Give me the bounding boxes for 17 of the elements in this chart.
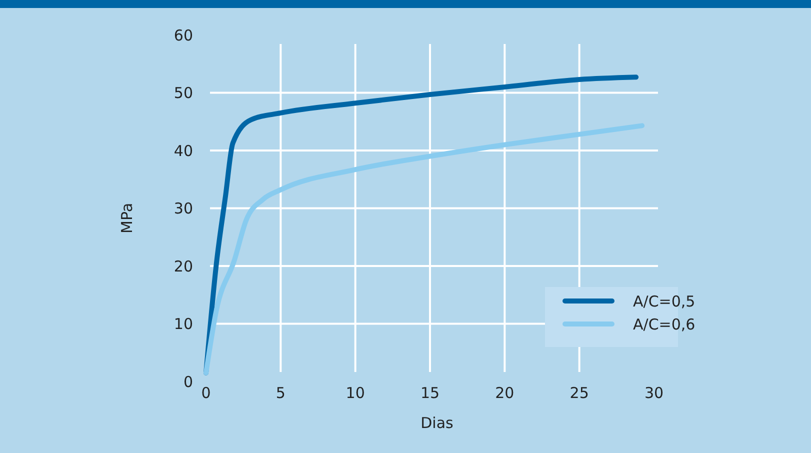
- y-axis-title: MPa: [118, 202, 136, 234]
- y-tick-label: 50: [174, 84, 193, 102]
- y-tick-label: 60: [174, 26, 193, 44]
- x-tick-label: 10: [346, 384, 365, 402]
- x-tick-label: 5: [276, 384, 286, 402]
- x-tick-label: 15: [420, 384, 440, 402]
- y-tick-label: 10: [174, 315, 193, 333]
- x-tick-label: 30: [644, 384, 664, 402]
- x-tick-label: 0: [201, 384, 211, 402]
- legend-label: A/C=0,6: [633, 315, 696, 334]
- x-tick-label: 25: [570, 384, 589, 402]
- x-axis-title: Dias: [420, 414, 454, 432]
- y-tick-label: 30: [174, 200, 193, 218]
- legend-label: A/C=0,5: [633, 292, 696, 310]
- x-tick-label: 20: [495, 384, 514, 402]
- y-tick-label: 20: [174, 257, 193, 276]
- y-tick-label: 40: [174, 142, 193, 160]
